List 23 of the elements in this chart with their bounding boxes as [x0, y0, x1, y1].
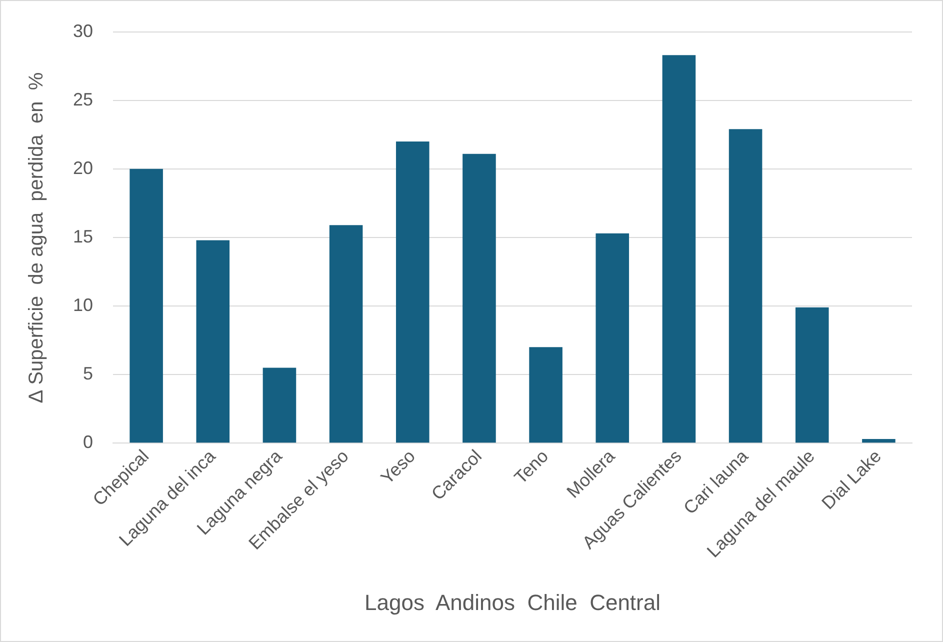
x-tick-label: Teno — [510, 446, 552, 488]
bar — [795, 307, 829, 443]
y-tick-label: 30 — [72, 20, 94, 41]
y-tick-label: 25 — [72, 89, 94, 110]
x-tick-label: Yeso — [376, 446, 419, 488]
bar — [262, 368, 296, 443]
y-tick-label: 5 — [83, 364, 94, 384]
y-axis-title: ∆ Superficie de agua perdida en % — [26, 72, 48, 403]
bar — [396, 141, 430, 443]
bar — [196, 240, 230, 443]
bar — [529, 347, 562, 443]
x-axis-title: Lagos Andinos Chile Central — [364, 590, 660, 615]
bar — [862, 439, 896, 443]
bar — [329, 225, 363, 443]
bar — [462, 154, 496, 443]
bar — [662, 55, 696, 443]
y-tick-label: 20 — [72, 158, 94, 178]
y-tick-label: 0 — [83, 432, 94, 452]
bar — [596, 233, 630, 443]
bar — [130, 168, 163, 443]
bar — [728, 129, 762, 443]
y-tick-label: 15 — [72, 226, 94, 246]
y-tick-label: 10 — [72, 294, 94, 315]
